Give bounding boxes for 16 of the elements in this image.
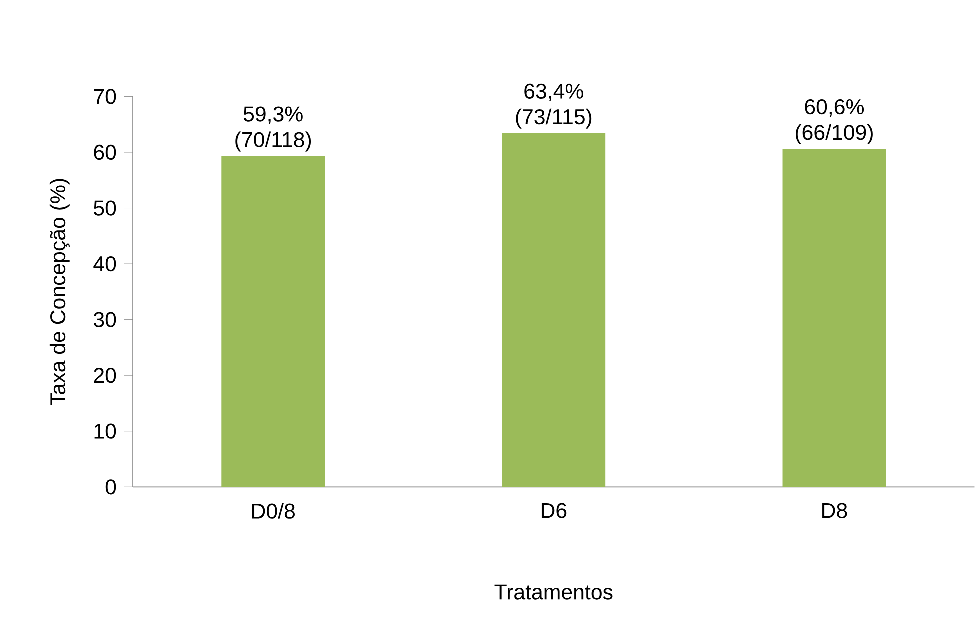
x-axis-title: Tratamentos — [494, 584, 613, 600]
y-tick-label: 10 — [94, 424, 116, 439]
y-tick-label: 50 — [94, 200, 116, 216]
data-label: 63,4% (73/115) — [516, 84, 592, 129]
y-axis-title: Taxa de Concepção (%) — [50, 179, 70, 406]
x-tick-label: D6 — [542, 503, 567, 518]
y-tick-label: 70 — [94, 89, 116, 104]
x-tick-label: D0/8 — [252, 503, 295, 519]
y-tick-label: 40 — [94, 256, 116, 272]
data-label: 59,3% (70/118) — [236, 106, 312, 152]
data-label: 60,6% (66/109) — [796, 99, 873, 144]
y-tick-label: 30 — [94, 312, 116, 328]
y-tick-label: 0 — [106, 479, 116, 495]
y-tick-label: 60 — [94, 144, 116, 160]
y-tick-label: 20 — [94, 368, 116, 384]
x-tick-label: D8 — [822, 503, 848, 518]
